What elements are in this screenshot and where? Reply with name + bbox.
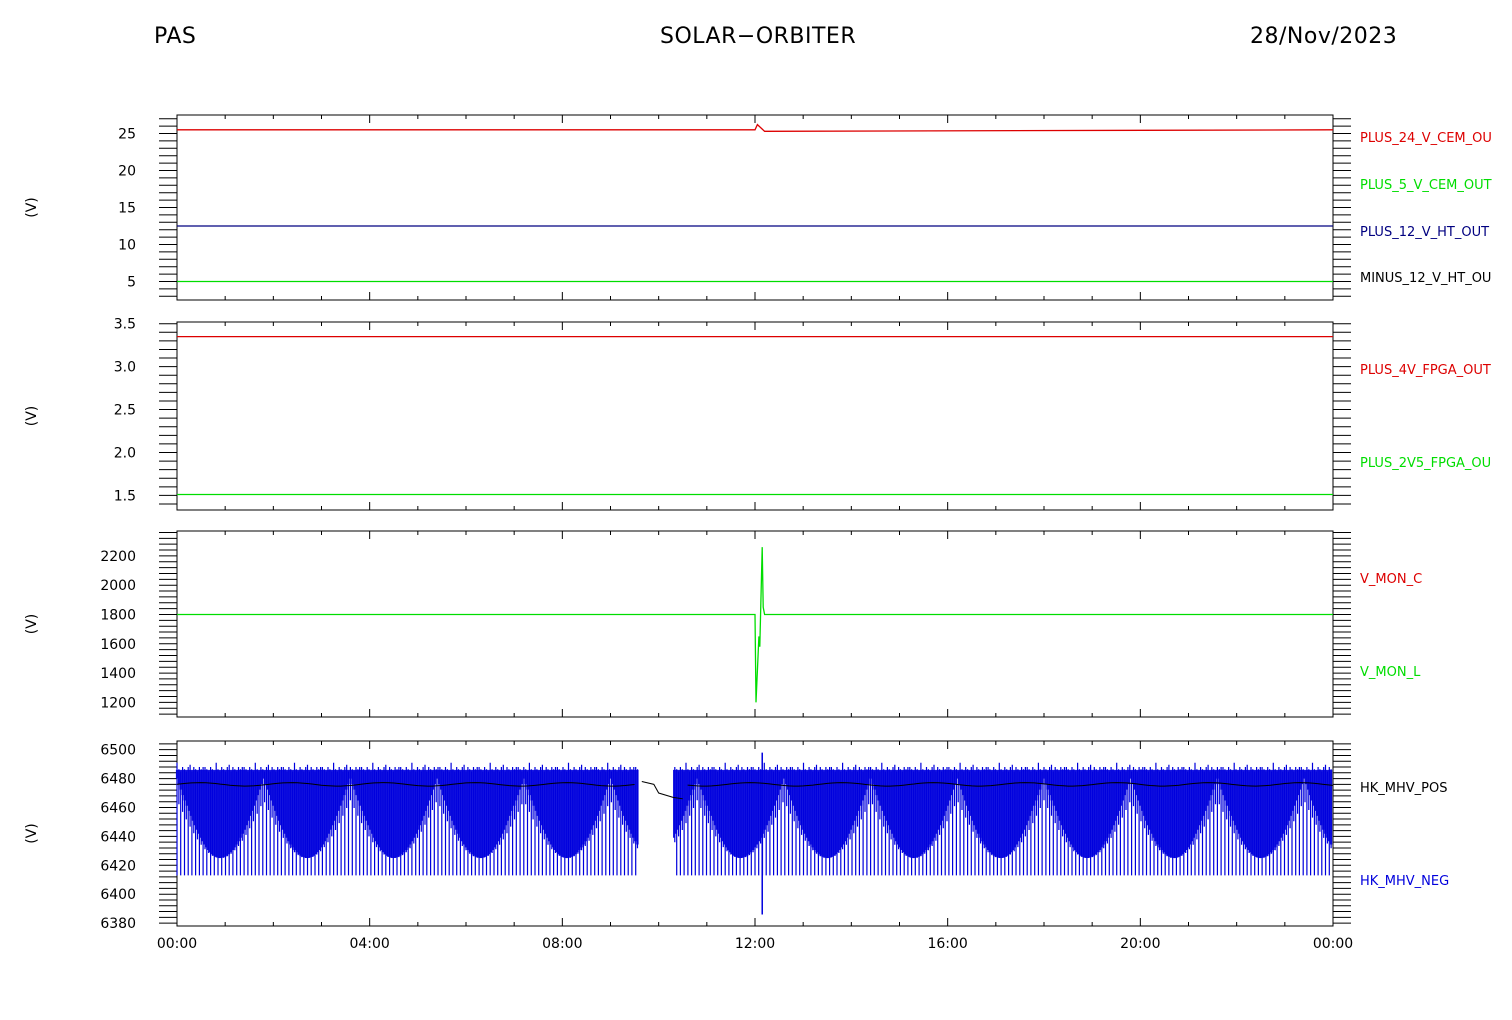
series-hk-mhv-pos — [176, 782, 1334, 787]
y-tick-label: 25 — [118, 127, 136, 143]
y-axis-label: (V) — [24, 197, 40, 218]
y-tick-label: 6500 — [100, 743, 136, 759]
y-tick-label: 1200 — [100, 695, 136, 711]
legend-label: PLUS_24_V_CEM_OU — [1360, 131, 1492, 146]
y-tick-label: 6460 — [100, 800, 136, 816]
y-tick-label: 2200 — [100, 549, 136, 565]
y-tick-label: 2.0 — [114, 445, 136, 461]
series-hk-mhv-envelope — [175, 769, 1333, 858]
x-tick-label: 16:00 — [927, 936, 967, 952]
legend-label: PLUS_4V_FPGA_OUT — [1360, 363, 1491, 378]
y-axis-label: (V) — [24, 823, 40, 844]
x-tick-label: 04:00 — [349, 936, 389, 952]
x-tick-label: 00:00 — [157, 936, 197, 952]
series-line — [177, 547, 1333, 703]
y-tick-label: 1600 — [100, 637, 136, 653]
header-date: 28/Nov/2023 — [1250, 24, 1398, 49]
y-tick-label: 3.0 — [114, 360, 136, 376]
y-tick-label: 6480 — [100, 772, 136, 788]
legend-label: PLUS_12_V_HT_OUT — [1360, 225, 1489, 240]
legend-label: PLUS_5_V_CEM_OUT — [1360, 178, 1492, 193]
y-tick-label: 1400 — [100, 666, 136, 682]
y-axis-label: (V) — [24, 406, 40, 427]
series-line — [177, 123, 1334, 132]
legend-label: V_MON_C — [1360, 572, 1422, 587]
x-tick-label: 08:00 — [542, 936, 582, 952]
y-tick-label: 2000 — [100, 578, 136, 594]
y-axis-label: (V) — [24, 614, 40, 635]
y-tick-label: 6400 — [100, 887, 136, 903]
y-tick-label: 3.5 — [114, 317, 136, 333]
y-tick-label: 2.5 — [114, 403, 136, 419]
y-tick-label: 20 — [118, 164, 136, 180]
x-tick-label: 20:00 — [1120, 936, 1160, 952]
y-tick-label: 1800 — [100, 607, 136, 623]
y-tick-label: 1.5 — [114, 488, 136, 504]
legend-label: HK_MHV_NEG — [1360, 874, 1449, 889]
y-tick-label: 10 — [118, 238, 136, 254]
x-tick-label: 12:00 — [735, 936, 775, 952]
panel-frame — [176, 321, 1334, 511]
header-instrument: PAS — [154, 24, 197, 49]
legend-label: MINUS_12_V_HT_OU — [1360, 271, 1491, 286]
legend-label: PLUS_2V5_FPGA_OU — [1360, 456, 1491, 471]
y-tick-label: 6380 — [100, 916, 136, 932]
legend-label: HK_MHV_POS — [1360, 781, 1448, 796]
y-tick-label: 5 — [127, 275, 136, 291]
y-tick-label: 15 — [118, 201, 136, 217]
y-tick-label: 6440 — [100, 829, 136, 845]
panel-frame — [176, 114, 1334, 301]
series-hk-mhv-pos-gap — [641, 780, 683, 800]
y-tick-label: 6420 — [100, 858, 136, 874]
header-mission: SOLAR−ORBITER — [660, 24, 857, 49]
x-tick-label: 00:00 — [1313, 936, 1353, 952]
legend-label: V_MON_L — [1360, 665, 1421, 680]
